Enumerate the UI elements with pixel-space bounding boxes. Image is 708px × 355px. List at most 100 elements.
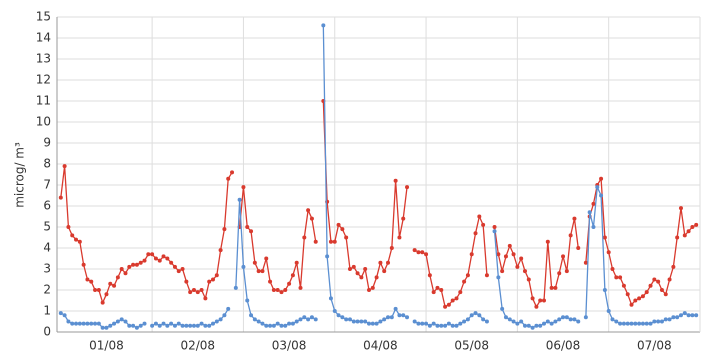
data-point [568, 317, 573, 322]
data-point [309, 216, 314, 221]
data-point [199, 321, 204, 326]
data-point [363, 267, 368, 271]
data-point [602, 235, 607, 240]
data-point [123, 319, 128, 324]
data-point [66, 225, 71, 229]
data-point [446, 321, 451, 326]
y-tick-label: 12 [36, 73, 51, 87]
data-point [663, 292, 668, 297]
data-point [230, 170, 235, 175]
data-point [500, 306, 505, 311]
data-point [602, 288, 607, 292]
data-point [682, 311, 687, 316]
data-point [245, 225, 250, 229]
data-point [568, 233, 573, 238]
data-point [119, 317, 124, 322]
data-point [131, 262, 136, 267]
data-point [260, 269, 265, 274]
data-point [534, 304, 539, 309]
data-point [644, 290, 649, 295]
x-tick-label: 06/08 [546, 339, 581, 353]
data-point [347, 267, 352, 271]
data-point [530, 296, 535, 301]
y-tick-label: 1 [43, 304, 51, 318]
data-point [138, 323, 143, 328]
data-point [294, 260, 299, 265]
data-point [264, 323, 269, 328]
data-point [515, 264, 520, 269]
data-point [637, 296, 642, 301]
data-point [614, 319, 619, 324]
data-point [587, 210, 592, 215]
series-line [60, 166, 233, 305]
data-point [405, 315, 410, 320]
data-point [203, 323, 208, 328]
data-point [420, 250, 425, 255]
y-tick-label: 13 [36, 52, 51, 66]
data-point [207, 279, 212, 284]
data-point [260, 321, 265, 326]
data-point [625, 292, 630, 297]
data-point [142, 258, 147, 263]
data-point [606, 250, 611, 255]
y-tick-label: 3 [43, 262, 51, 276]
data-point [431, 321, 436, 326]
data-point [188, 290, 193, 295]
data-point [77, 239, 82, 244]
y-tick-label: 15 [36, 10, 51, 24]
data-point [146, 252, 151, 257]
y-tick-label: 6 [43, 199, 51, 213]
data-point [279, 323, 284, 328]
data-point [515, 321, 520, 326]
data-point [412, 319, 417, 324]
data-point [374, 275, 379, 280]
data-point [210, 321, 215, 326]
data-point [542, 298, 547, 303]
data-point [477, 214, 482, 219]
data-point [233, 285, 238, 290]
data-point [450, 298, 455, 303]
data-point [599, 176, 604, 181]
data-point [249, 229, 254, 234]
data-point [469, 252, 474, 257]
data-point [268, 279, 273, 284]
data-point [553, 319, 558, 324]
data-point [507, 243, 512, 248]
data-point [157, 323, 162, 328]
data-point [572, 317, 577, 322]
data-point [127, 264, 132, 269]
data-point [481, 317, 486, 322]
y-tick-label: 14 [36, 31, 51, 45]
data-point [538, 323, 543, 328]
data-point [401, 216, 406, 221]
data-point [564, 315, 569, 320]
data-point [81, 262, 86, 267]
data-point [283, 288, 288, 292]
data-point [70, 321, 75, 326]
data-point [214, 273, 219, 278]
data-point [134, 325, 139, 330]
data-point [306, 317, 311, 322]
data-point [131, 323, 136, 328]
data-point [237, 197, 242, 202]
data-point [370, 321, 375, 326]
x-tick-label: 07/08 [637, 339, 672, 353]
data-point [458, 290, 463, 295]
data-point [545, 319, 550, 324]
data-point [671, 315, 676, 320]
data-point [100, 300, 105, 305]
data-point [454, 296, 459, 301]
data-point [218, 248, 223, 253]
data-point [309, 315, 314, 320]
data-point [458, 321, 463, 326]
data-point [85, 277, 90, 282]
data-point [652, 277, 657, 282]
data-point [150, 252, 155, 257]
data-point [648, 283, 653, 288]
y-tick-label: 8 [43, 157, 51, 171]
y-tick-label: 2 [43, 283, 51, 297]
data-point [252, 260, 257, 265]
data-point [561, 315, 566, 320]
data-point [473, 311, 478, 316]
data-point [210, 277, 215, 282]
